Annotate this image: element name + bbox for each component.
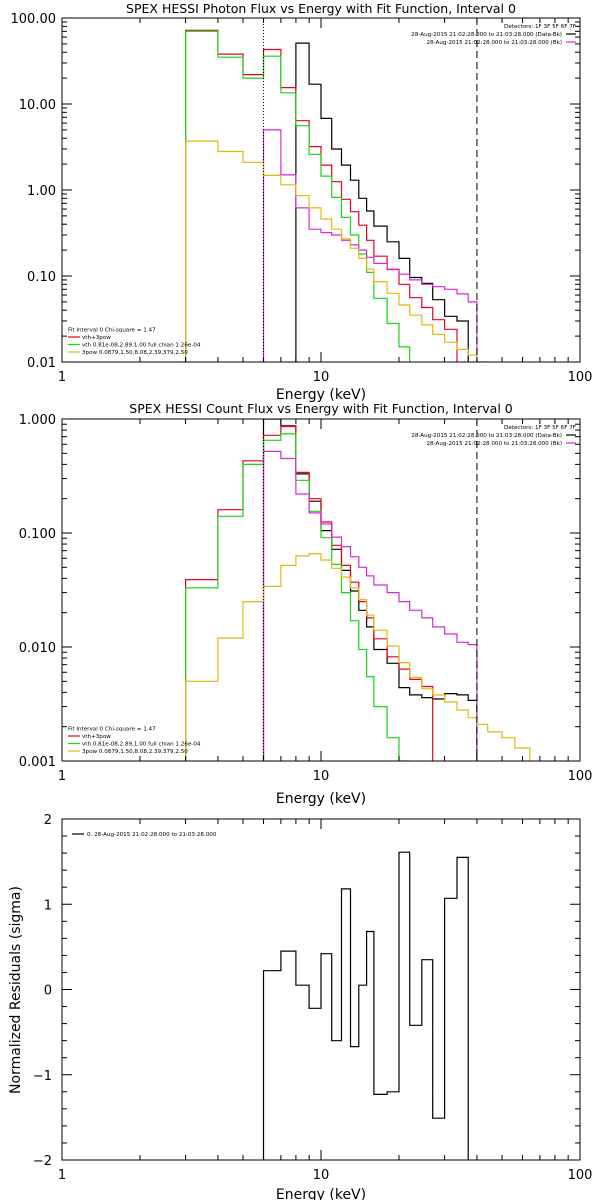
legend-bottom-left-text: vth+3pow [82,335,111,341]
y-tick-label: 1 [44,898,52,913]
legend-top-right-text: 28-Aug-2015 21:02:28.000 to 21:03:28.000… [426,441,562,447]
series-group [185,419,531,761]
y-tick-label: −2 [33,1154,52,1169]
y-tick-label: 100.00 [11,12,57,27]
series-magenta-line [262,129,478,362]
y-tick-label: 1.00 [27,184,56,199]
y-tick-label: 0.10 [27,270,56,285]
legend-bottom-left-text: 3pow 0.0879,1.50,8.08,2.39,379,2.50 [82,350,188,356]
series-black-line [295,42,469,362]
x-tick-label: 1 [58,370,66,385]
y-tick-label: 0.100 [19,527,56,542]
legend-top-left-text: 0. 28-Aug-2015 21:02:28.000 to 21:03:28.… [87,832,217,838]
y-tick-label: 0.001 [19,755,56,770]
series-red-line [185,29,458,362]
y-tick-label: 1.000 [19,413,56,428]
x-tick-label: 100 [568,769,593,784]
y-tick-label: 0.01 [27,356,56,371]
legend-bottom-left-text: 3pow 0.0879,1.50,8.08,2.39,379,2.50 [82,749,188,755]
series-yellow-line [185,553,531,761]
residuals-ylabel: Normalized Residuals (sigma) [8,886,24,1094]
series-magenta-line [262,450,478,761]
photon-flux-title: SPEX HESSI Photon Flux vs Energy with Fi… [126,1,516,16]
series-black-line [262,851,469,1160]
legend-bottom-left-text: Fit Interval 0 Chi-square = 1.47 [68,727,156,733]
count-flux-xlabel: Energy (keV) [276,791,366,807]
photon-flux-panel: SPEX HESSI Photon Flux vs Energy with Fi… [11,1,593,403]
series-green-line [185,30,411,362]
count-flux-title: SPEX HESSI Count Flux vs Energy with Fit… [129,401,512,416]
legend-top-right-text: 28-Aug-2015 21:02:28.000 to 21:03:28.000… [426,40,562,46]
series-group [262,851,469,1160]
plot-frame [61,17,581,363]
legend-bottom-left-text: vth 0.81e-08,2.89,1.00 full chian 1.26e-… [82,742,201,748]
photon-flux-xlabel: Energy (keV) [276,387,366,403]
legend-top-right-text: Detectors: 1F 3F 5F 6F 7F [504,425,576,431]
y-tick-label: 2 [44,813,52,828]
count-flux-panel: SPEX HESSI Count Flux vs Energy with Fit… [19,401,593,807]
legend-top-right-text: Detectors: 1F 3F 5F 6F 7F [504,24,576,30]
series-red-line [185,425,434,761]
x-tick-label: 100 [568,1168,593,1183]
legend-bottom-left-text: Fit Interval 0 Chi-square = 1.47 [68,328,156,334]
y-tick-label: 10.00 [19,98,56,113]
x-tick-label: 100 [568,370,593,385]
legend-top-right-text: 28-Aug-2015 21:02:28.000 to 21:03:28.000… [411,433,562,439]
y-tick-label: 0 [44,984,52,999]
legend-bottom-left-text: vth+3pow [82,734,111,740]
series-group [185,29,489,362]
x-tick-label: 10 [313,769,330,784]
legend-top-right-text: 28-Aug-2015 21:02:28.000 to 21:03:28.000… [411,32,562,38]
residuals-panel: Energy (keV) Normalized Residuals (sigma… [8,813,593,1203]
y-tick-label: −1 [33,1069,52,1084]
plot-frame [61,418,581,762]
x-tick-label: 10 [313,1168,330,1183]
x-tick-label: 10 [313,370,330,385]
residuals-xlabel: Energy (keV) [276,1187,366,1200]
legend-bottom-left-text: vth 0.81e-08,2.89,1.00 full chian 1.26e-… [82,343,201,349]
series-green-line [185,433,411,761]
x-tick-label: 1 [58,769,66,784]
x-tick-label: 1 [58,1168,66,1183]
series-yellow-line [185,140,489,362]
y-tick-label: 0.010 [19,641,56,656]
